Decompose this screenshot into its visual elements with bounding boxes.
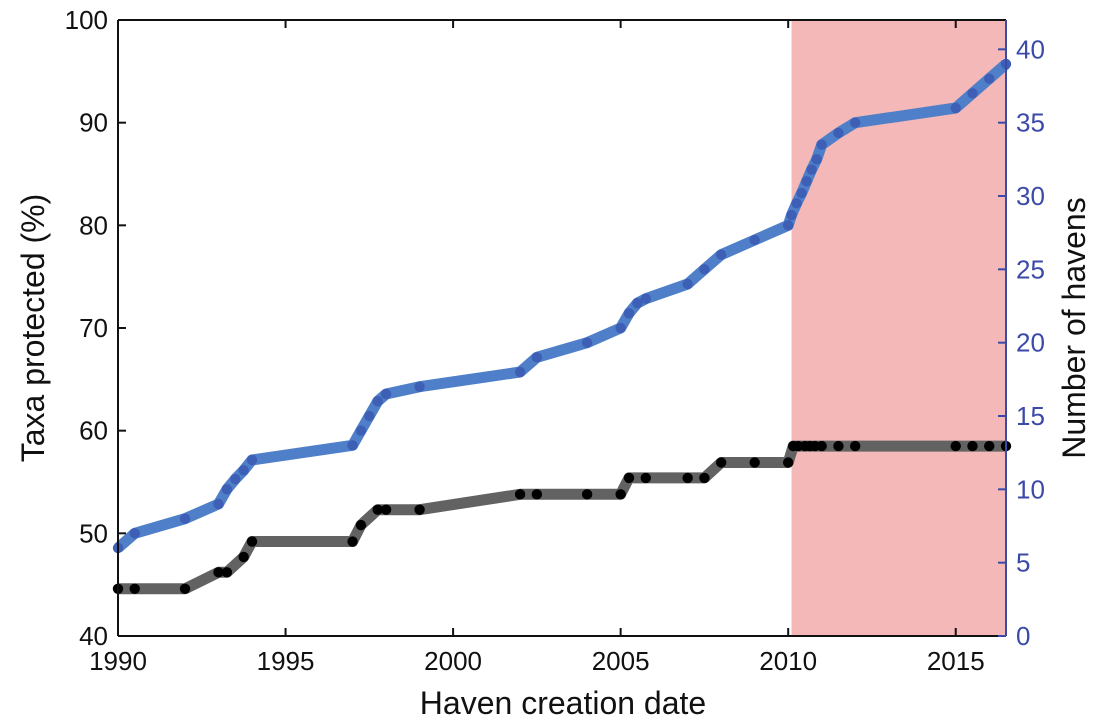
data-point-left [179,583,191,594]
y-right-tick-label: 15 [1016,401,1045,431]
data-point-left [615,489,626,500]
data-point-left [414,504,425,515]
data-point-left [238,551,249,563]
y-left-tick-label: 40 [79,621,108,651]
data-point-right [531,352,543,363]
x-tick-label: 1995 [257,646,315,676]
data-point-right [640,293,651,304]
data-point-left [850,440,861,452]
x-axis-label: Haven creation date [420,685,706,721]
highlight-region [791,20,1006,636]
data-point-right [791,198,802,209]
y-left-tick-label: 70 [79,313,108,343]
x-tick-label: 2000 [424,646,482,676]
data-point-left [699,472,710,484]
data-point-left [246,536,258,547]
y-right-tick-label: 40 [1016,34,1045,64]
y-right-tick-label: 5 [1016,548,1030,578]
data-point-left [531,489,543,500]
data-point-left [984,440,995,452]
x-tick-label: 2005 [592,646,650,676]
data-point-left [782,457,794,468]
data-point-right [984,73,995,84]
data-point-right [355,425,367,436]
y-right-tick-label: 35 [1016,108,1045,138]
data-point-right [372,396,383,407]
data-point-right [623,308,635,319]
data-point-right [806,164,817,175]
data-point-right [238,465,249,476]
data-point-right [246,454,258,466]
data-point-left [355,519,367,531]
data-point-right [950,102,961,114]
data-point-left [640,472,651,484]
data-point-right [129,528,140,539]
data-point-right [715,249,727,260]
data-point-right [811,154,822,165]
y-left-tick-label: 50 [79,518,108,548]
data-point-right [514,366,526,378]
y-left-tick-label: 80 [79,210,108,240]
data-point-right [179,513,191,524]
data-point-right [364,410,375,422]
data-point-left [129,583,140,594]
data-point-right [749,234,760,246]
data-point-right [682,278,693,290]
y-right-tick-label: 25 [1016,254,1045,284]
data-point-right [213,498,224,510]
data-point-left [623,472,635,484]
data-point-right [380,388,392,400]
data-point-right [699,264,710,275]
x-tick-label: 2010 [759,646,817,676]
data-point-right [615,322,626,334]
data-point-right [796,187,807,199]
data-point-left [816,440,827,452]
data-point-right [414,381,425,392]
y-right-tick-label: 0 [1016,621,1030,651]
data-point-right [850,117,861,128]
data-point-left [221,567,233,578]
data-point-left [715,457,727,468]
y-axis-right-label: Number of havens [1056,197,1092,458]
data-point-right [967,88,978,99]
data-point-left [372,504,383,515]
y-left-tick-label: 100 [65,5,108,35]
data-point-right [581,337,593,348]
data-point-right [833,127,844,139]
data-point-left [213,567,224,578]
x-tick-label: 1990 [89,646,147,676]
data-point-right [801,176,812,187]
data-point-left [380,504,392,515]
y-right-tick-label: 10 [1016,474,1045,504]
data-point-left [347,536,358,547]
data-point-right [782,220,794,231]
data-point-right [816,139,827,150]
y-right-tick-label: 20 [1016,328,1045,358]
y-left-tick-label: 90 [79,108,108,138]
x-tick-label: 2015 [927,646,985,676]
data-point-left [833,440,844,452]
y-left-tick-label: 60 [79,416,108,446]
data-point-right [632,297,643,309]
data-point-right [347,440,358,451]
data-point-left [581,489,593,500]
y-right-tick-label: 30 [1016,181,1045,211]
data-point-right [230,473,241,485]
data-point-left [967,440,978,452]
data-point-left [514,489,526,500]
data-point-right [221,484,233,495]
data-point-left [749,457,760,468]
y-axis-left-label: Taxa protected (%) [15,194,51,463]
data-point-left [682,472,693,484]
data-point-left [950,440,961,452]
data-point-right [786,209,797,221]
